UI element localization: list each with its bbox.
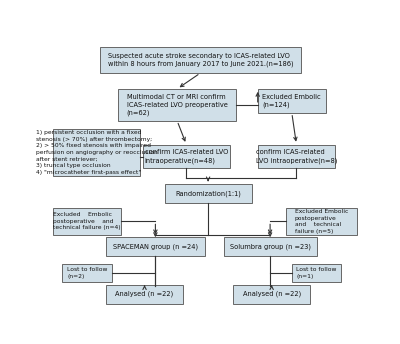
Text: SPACEMAN group (n =24): SPACEMAN group (n =24) xyxy=(113,243,198,250)
FancyBboxPatch shape xyxy=(53,208,121,235)
FancyBboxPatch shape xyxy=(143,144,230,169)
Text: Solumbra group (n =23): Solumbra group (n =23) xyxy=(230,243,311,250)
FancyBboxPatch shape xyxy=(118,89,236,121)
Text: Randomization(1:1): Randomization(1:1) xyxy=(175,190,241,197)
Text: Excluded Embolic
postoperative
and    technical
failure (n=5): Excluded Embolic postoperative and techn… xyxy=(294,209,348,234)
Text: Lost to follow
(n=1): Lost to follow (n=1) xyxy=(296,267,337,279)
Text: 1) persistent occlusion with a fixed
stenosis (> 70%) after thrombectomy;
2) > 5: 1) persistent occlusion with a fixed ste… xyxy=(36,130,157,175)
FancyBboxPatch shape xyxy=(258,144,335,169)
FancyBboxPatch shape xyxy=(224,237,317,256)
FancyBboxPatch shape xyxy=(165,184,252,203)
FancyBboxPatch shape xyxy=(106,285,183,303)
Text: Excluded Embolic
(n=124): Excluded Embolic (n=124) xyxy=(262,94,321,108)
FancyBboxPatch shape xyxy=(292,264,342,282)
Text: Excluded    Embolic
postoperative    and
technical failure (n=4): Excluded Embolic postoperative and techn… xyxy=(53,212,121,230)
FancyBboxPatch shape xyxy=(100,46,301,73)
FancyBboxPatch shape xyxy=(53,129,140,176)
FancyBboxPatch shape xyxy=(106,237,205,256)
Text: confirm ICAS-related LVO
intraoperative(n=48): confirm ICAS-related LVO intraoperative(… xyxy=(145,149,228,164)
Text: Analysed (n =22): Analysed (n =22) xyxy=(116,291,174,298)
Text: Suspected acute stroke secondary to ICAS-related LVO
within 8 hours from January: Suspected acute stroke secondary to ICAS… xyxy=(108,53,293,67)
FancyBboxPatch shape xyxy=(286,208,357,235)
Text: Multimodal CT or MRI confirm
ICAS-related LVO preoperative
(n=62): Multimodal CT or MRI confirm ICAS-relate… xyxy=(127,94,228,116)
Text: Lost to follow
(n=2): Lost to follow (n=2) xyxy=(67,267,107,279)
Text: confirm ICAS-related
LVO intraoperative(n=8): confirm ICAS-related LVO intraoperative(… xyxy=(256,149,337,164)
FancyBboxPatch shape xyxy=(62,264,112,282)
Text: Analysed (n =22): Analysed (n =22) xyxy=(242,291,301,298)
FancyBboxPatch shape xyxy=(233,285,310,303)
FancyBboxPatch shape xyxy=(258,89,326,113)
